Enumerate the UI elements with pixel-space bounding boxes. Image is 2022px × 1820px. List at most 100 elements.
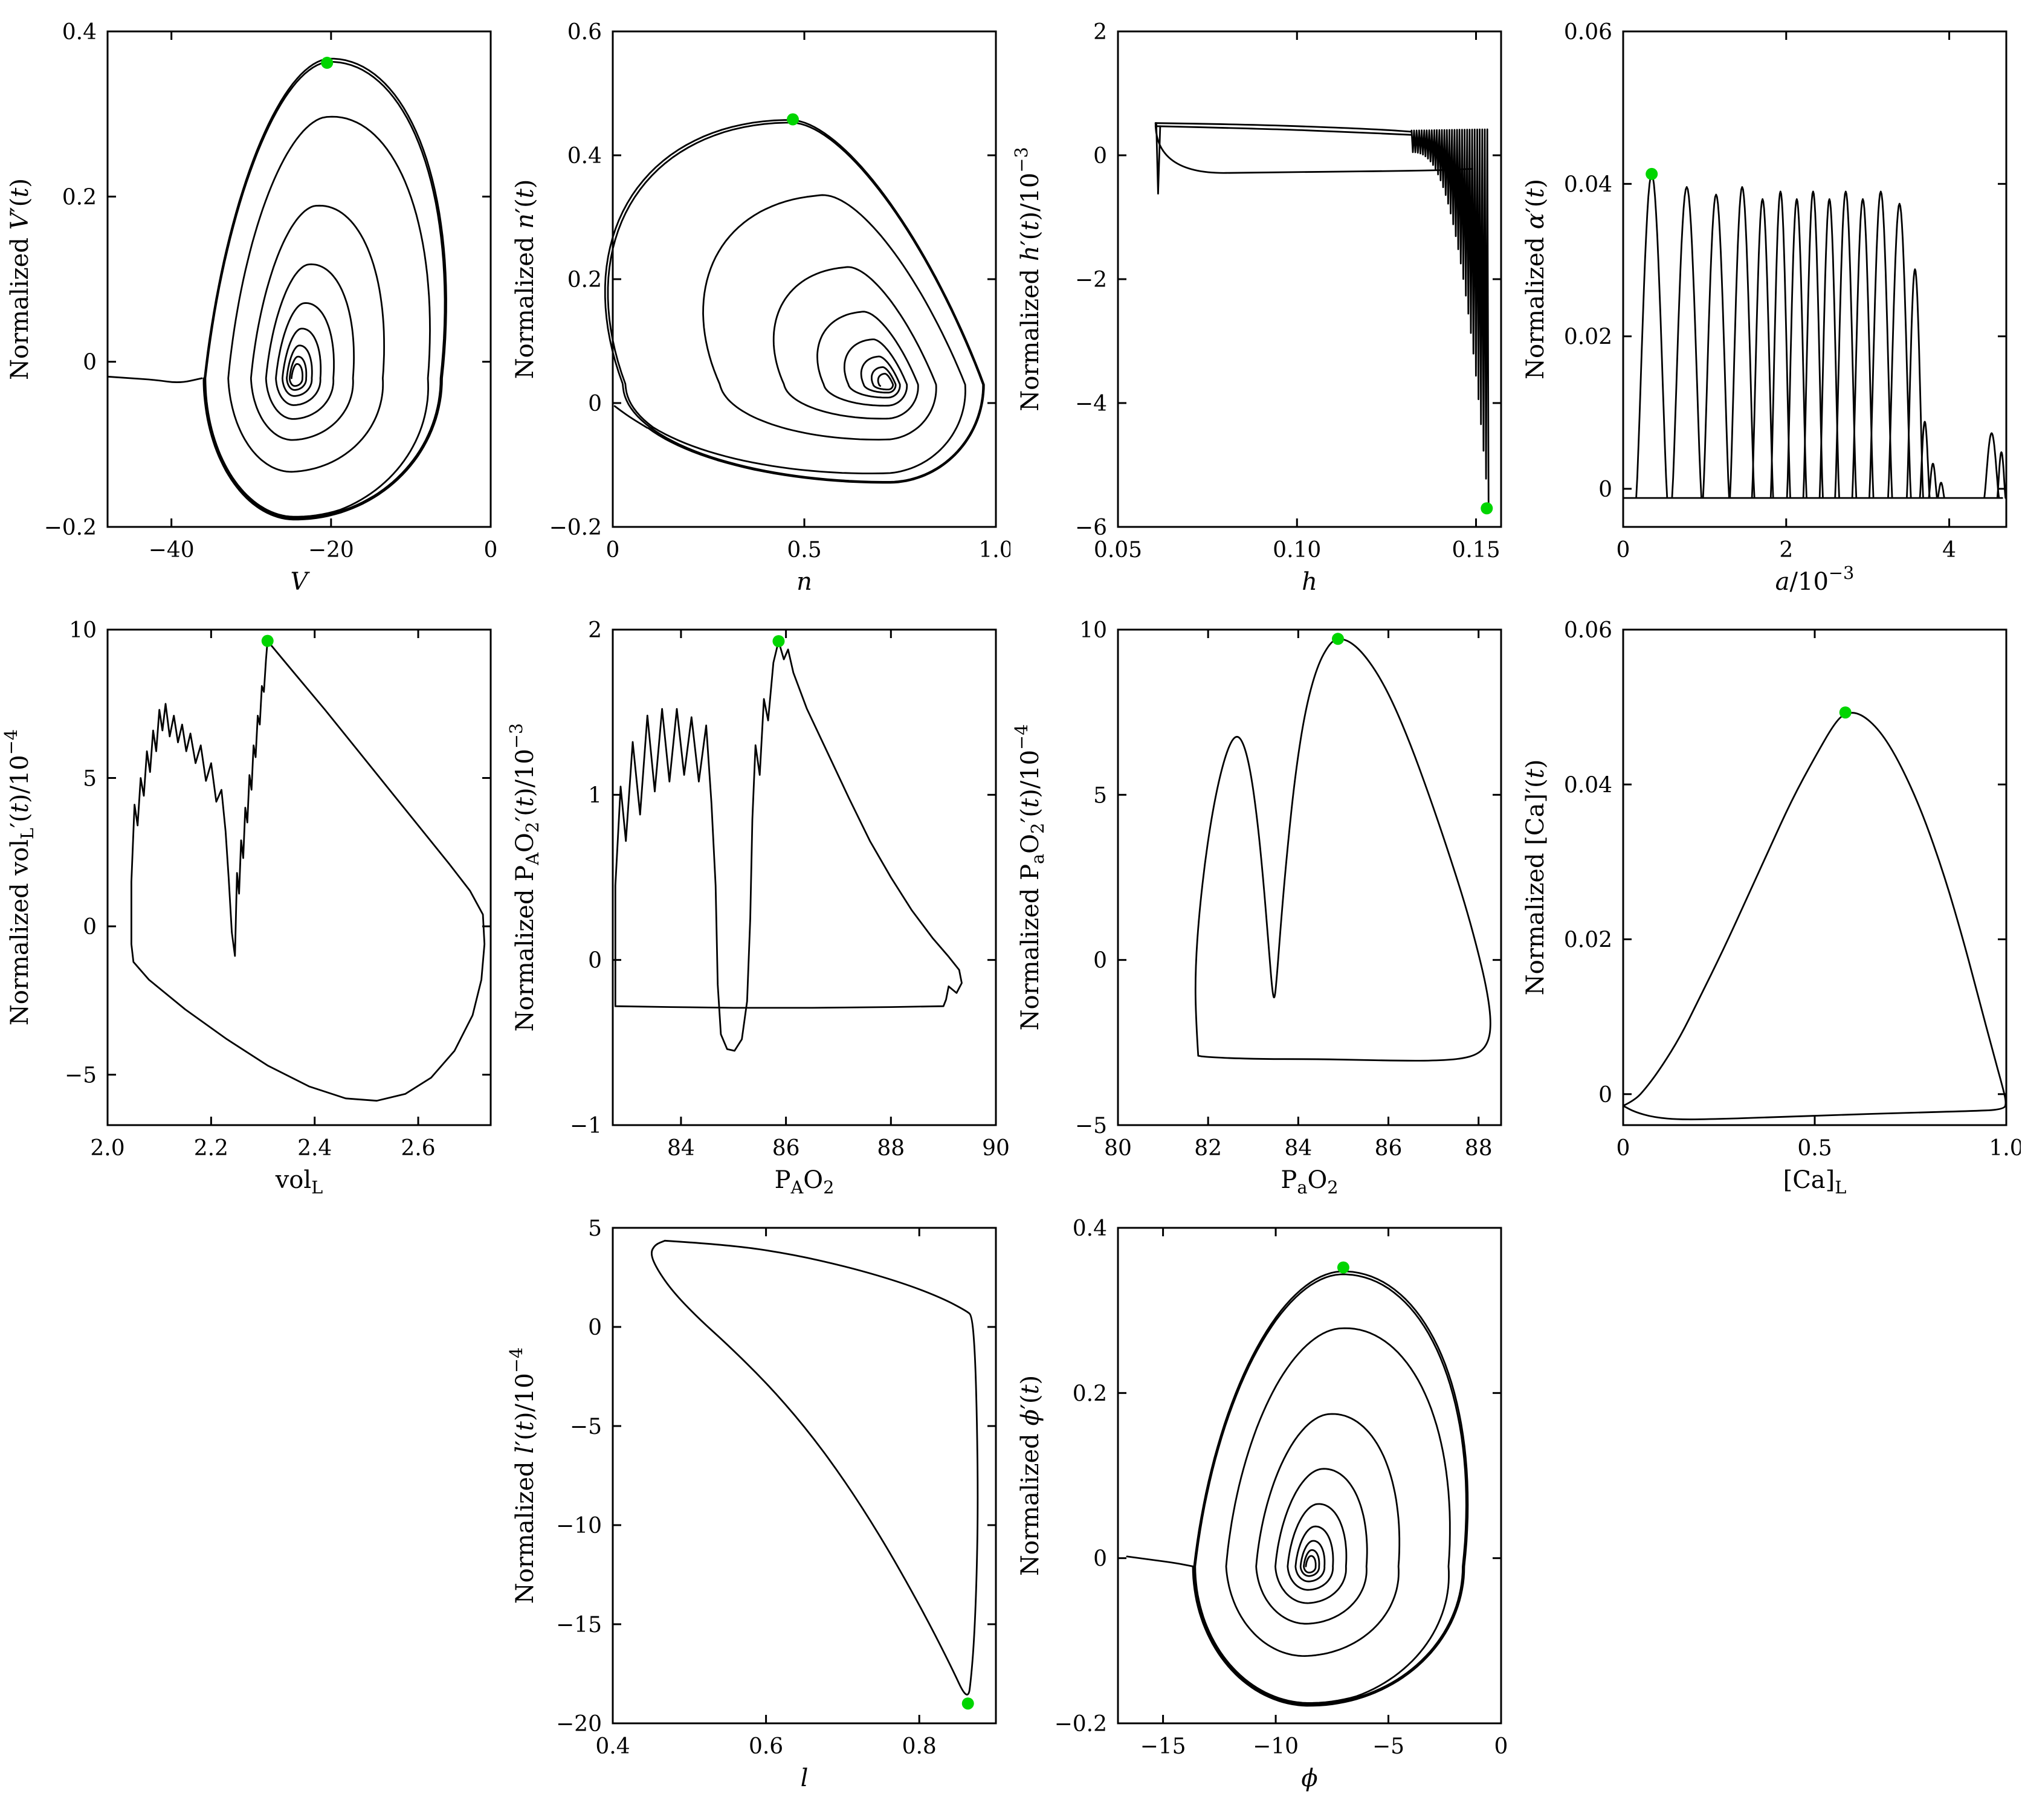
x-tick-label: 0 (484, 538, 498, 563)
x-axis-label: l (801, 1764, 809, 1792)
x-tick-label: 0.05 (1094, 538, 1142, 563)
y-tick-label: −5 (570, 1415, 602, 1439)
subplot-h: 0.05 0.10 0.15 −6 −4 −2 0 2 h Normalized h′(t)/10… (1010, 8, 1516, 607)
trajectory-path (106, 375, 203, 383)
y-axis-label: Normalized l′(t)/10−4 (506, 1347, 539, 1604)
subplot-pAo2: 84 86 88 90 −1 0 1 2 PAO2 Normalized PAO2′(t)/10−… (505, 607, 1010, 1205)
trajectory-path (1802, 190, 1824, 499)
y-tick-label: 0 (83, 350, 97, 375)
y-tick-label: 0 (1598, 1083, 1612, 1108)
v-phase-canvas: −40 −20 0 −0.2 0 0.2 0.4 V Normalized V′(t) (6, 20, 498, 596)
peak-marker (1839, 706, 1852, 719)
y-tick-label: 0 (588, 392, 602, 416)
trajectory-path (1769, 190, 1791, 499)
x-tick-label: −5 (1372, 1734, 1404, 1759)
y-tick-label: 0.04 (1564, 172, 1612, 197)
trajectory-path (1983, 432, 2000, 499)
x-axis-label: V (291, 568, 311, 596)
x-tick-label: 88 (1465, 1136, 1493, 1161)
y-tick-label: 10 (1079, 618, 1107, 643)
y-tick-label: −4 (1075, 392, 1107, 416)
y-tick-label: −20 (556, 1712, 602, 1737)
trajectory-path (1786, 198, 1807, 499)
x-tick-label: 82 (1194, 1136, 1222, 1161)
peak-marker (1481, 502, 1493, 515)
x-tick-label: 86 (1375, 1136, 1403, 1161)
y-tick-label: −0.2 (1055, 1712, 1107, 1737)
y-tick-label: 0 (588, 1315, 602, 1340)
x-tick-label: 90 (982, 1136, 1010, 1161)
peak-marker (961, 1697, 974, 1710)
x-tick-label: −40 (149, 538, 195, 563)
y-tick-label: −15 (556, 1613, 602, 1638)
pao2-phase-canvas: 80 82 84 86 88 −5 0 5 10 PaO2 Normalized PaO2′(t)/… (1011, 618, 1502, 1198)
trajectory-path (1928, 462, 1938, 499)
x-tick-label: 0 (1617, 1136, 1630, 1161)
y-tick-label: 0 (83, 915, 97, 940)
x-axis-label: n (796, 568, 812, 596)
trajectory-path (614, 640, 963, 1052)
trajectory-path (1154, 122, 1473, 174)
y-tick-label: 0.4 (1073, 1216, 1107, 1241)
x-axis-label: PaO2 (1281, 1166, 1338, 1198)
y-tick-label: 0 (1093, 949, 1107, 973)
trajectory-path (1155, 122, 1161, 195)
axes-box (106, 30, 492, 528)
peak-marker (1331, 633, 1344, 645)
y-tick-label: 0.02 (1564, 325, 1612, 350)
y-tick-label: −5 (65, 1063, 97, 1088)
x-tick-label: 86 (772, 1136, 800, 1161)
y-tick-label: 0.06 (1564, 618, 1612, 643)
x-axis-label: volL (275, 1166, 323, 1198)
y-tick-label: −10 (556, 1514, 602, 1538)
trajectory-path (650, 1239, 979, 1696)
y-axis-label: Normalized volL′(t)/10−4 (1, 729, 37, 1025)
y-axis-label: Normalized PAO2′(t)/10−3 (506, 723, 543, 1032)
x-tick-label: 4 (1942, 538, 1956, 563)
x-axis-label: h (1302, 568, 1317, 596)
trajectory-path (1887, 202, 1912, 499)
h-phase-canvas: 0.05 0.10 0.15 −6 −4 −2 0 2 h Normalized h′(t)/10… (1011, 20, 1502, 596)
trajectory-path (1192, 1270, 1469, 1707)
y-tick-label: 0.4 (62, 20, 97, 45)
y-tick-label: −1 (570, 1114, 602, 1138)
subplot-phi: −15 −10 −5 0 −0.2 0 0.2 0.4 ϕ Normalized ϕ′(t) (1010, 1205, 1516, 1803)
peak-marker (772, 635, 785, 648)
x-tick-label: −10 (1253, 1734, 1299, 1759)
x-tick-label: −15 (1140, 1734, 1186, 1759)
trajectory-path (604, 119, 985, 484)
subplot-v: −40 −20 0 −0.2 0 0.2 0.4 V Normalized V′(t) (0, 8, 505, 607)
y-tick-label: 0.06 (1564, 20, 1612, 45)
subplot-pao2: 80 82 84 86 88 −5 0 5 10 PaO2 Normalized PaO2′(t)/… (1010, 607, 1516, 1205)
trajectory-path (1851, 198, 1875, 499)
trajectory-path (1919, 421, 1931, 499)
y-axis-label: Normalized V′(t) (6, 178, 34, 380)
x-axis-label: PAO2 (775, 1166, 835, 1198)
y-tick-label: −0.2 (44, 515, 97, 540)
trajectory-path (1937, 482, 1945, 499)
y-tick-label: 5 (83, 767, 97, 792)
peak-marker (786, 113, 799, 126)
trajectory-path (1869, 190, 1893, 499)
trajectory-path (1996, 451, 2007, 499)
y-tick-label: 0.2 (567, 268, 602, 292)
y-axis-label: Normalized ϕ′(t) (1016, 1375, 1044, 1576)
x-tick-label: 2.2 (194, 1136, 228, 1161)
y-tick-label: −6 (1075, 515, 1107, 540)
y-axis-label: Normalized [Ca]′(t) (1522, 760, 1549, 996)
y-tick-label: 0 (1093, 1547, 1107, 1572)
x-tick-label: 80 (1104, 1136, 1132, 1161)
trajectory-path (131, 640, 486, 1102)
x-tick-label: 2.6 (401, 1136, 435, 1161)
x-tick-label: 84 (1284, 1136, 1312, 1161)
y-tick-label: −2 (1075, 268, 1107, 292)
y-tick-label: 0 (1598, 477, 1612, 502)
voll-phase-canvas: 2.0 2.2 2.4 2.6 −5 0 5 10 volL Normalized volL′(t… (1, 618, 492, 1198)
y-axis-label: Normalized h′(t)/10−3 (1011, 147, 1044, 411)
y-tick-label: 5 (1093, 783, 1107, 808)
y-tick-label: 0.04 (1564, 773, 1612, 798)
x-tick-label: 1.0 (1989, 1136, 2021, 1161)
x-axis-label: ϕ (1301, 1764, 1317, 1792)
y-tick-label: 5 (588, 1216, 602, 1241)
phi-phase-canvas: −15 −10 −5 0 −0.2 0 0.2 0.4 ϕ Normalized ϕ′(t) (1016, 1216, 1508, 1792)
